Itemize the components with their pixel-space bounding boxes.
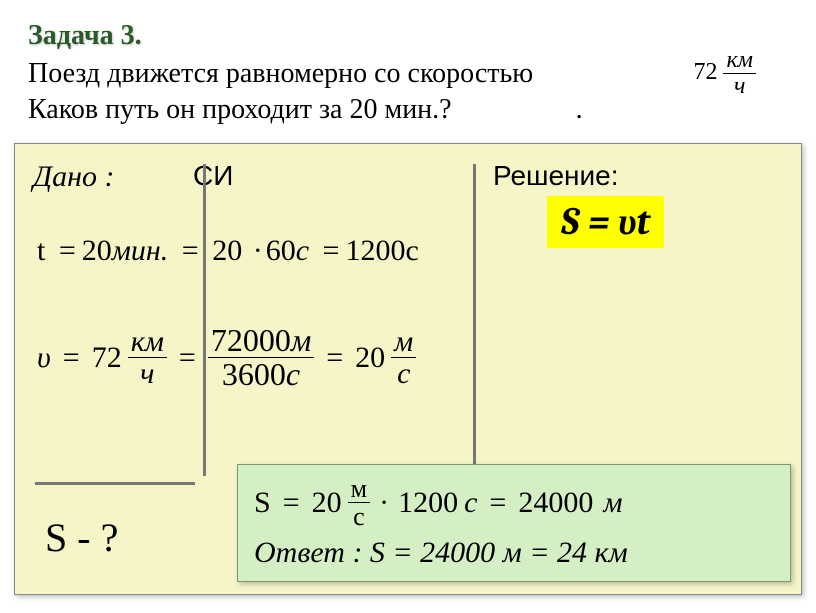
- v-frac-den: 3600с: [208, 358, 314, 392]
- solution-panel: Дано : СИ Решение: t =20мин. = 20 ·60с =…: [14, 143, 802, 595]
- a-u2: с: [464, 486, 477, 520]
- answer-panel: S = 20 м с ·1200с = 24000 м Ответ : S = …: [237, 464, 791, 582]
- v-val: 72: [92, 341, 122, 375]
- t-v2: 20: [212, 234, 242, 267]
- task-title: Задача 3.: [28, 20, 788, 52]
- trail-dot: .: [576, 94, 583, 125]
- s-question: S - ?: [45, 514, 118, 561]
- eq1: =: [53, 234, 82, 267]
- vertical-divider-1: [203, 164, 206, 476]
- t-result: 1200с: [345, 234, 418, 267]
- formula-box: S = υt: [547, 196, 664, 248]
- a-v1: 20: [312, 486, 342, 520]
- t-var: t: [37, 234, 45, 267]
- a-v2: 1200: [398, 486, 458, 520]
- dot1: ·: [250, 234, 266, 267]
- v-u1d: ч: [128, 358, 167, 390]
- a-eq1: =: [277, 486, 306, 520]
- a-v3: 24000: [518, 486, 593, 520]
- problem-line1: Поезд движется равномерно со скоростью: [28, 58, 533, 89]
- a-ud: с: [348, 503, 370, 530]
- a-u3: м: [599, 486, 622, 520]
- vertical-divider-2: [473, 164, 476, 476]
- velocity-line: υ = 72 км ч = 72000м 3600с = 20 м с: [37, 324, 416, 392]
- label-dano: Дано :: [33, 160, 193, 194]
- eq6: =: [320, 341, 349, 375]
- horizontal-divider: [35, 482, 195, 485]
- sixty: 60: [266, 234, 296, 267]
- t-v1: 20: [82, 234, 112, 267]
- v-var: υ: [37, 341, 51, 375]
- label-solution: Решение:: [493, 160, 619, 192]
- t-unit: мин.: [112, 234, 169, 267]
- eq4: =: [57, 341, 86, 375]
- eq2: =: [176, 234, 205, 267]
- time-line: t =20мин. = 20 ·60с =1200с: [37, 234, 419, 268]
- speed-unit-den: ч: [723, 74, 756, 99]
- a-dot: ·: [376, 486, 392, 520]
- a-eq2: =: [483, 486, 512, 520]
- v-den2: 3600: [222, 356, 286, 392]
- v-den2u: с: [286, 356, 300, 392]
- v-num2u: м: [291, 322, 311, 358]
- sec: с: [296, 234, 309, 267]
- a-s: S: [254, 486, 271, 520]
- eq3: =: [317, 234, 346, 267]
- problem-text: Поезд движется равномерно со скоростью К…: [28, 56, 788, 129]
- v-frac-num: 72000м: [208, 324, 314, 359]
- speed-unit-num: км: [723, 48, 756, 74]
- problem-line2: Каков путь он проходит за 20 мин.?: [28, 94, 452, 125]
- v-u1n: км: [128, 326, 167, 359]
- a-un: м: [348, 475, 370, 503]
- v-u3d: с: [391, 358, 416, 390]
- speed-value: 72 км ч: [693, 48, 756, 99]
- eq5: =: [173, 341, 202, 375]
- v-num2: 72000: [211, 322, 291, 358]
- label-si: СИ: [193, 160, 493, 192]
- answer-calc: S = 20 м с ·1200с = 24000 м: [254, 475, 774, 531]
- v-res: 20: [355, 341, 385, 375]
- speed-num: 72: [693, 59, 717, 85]
- answer-final: Ответ : S = 24000 м = 24 км: [254, 536, 774, 570]
- v-u3n: м: [391, 326, 416, 359]
